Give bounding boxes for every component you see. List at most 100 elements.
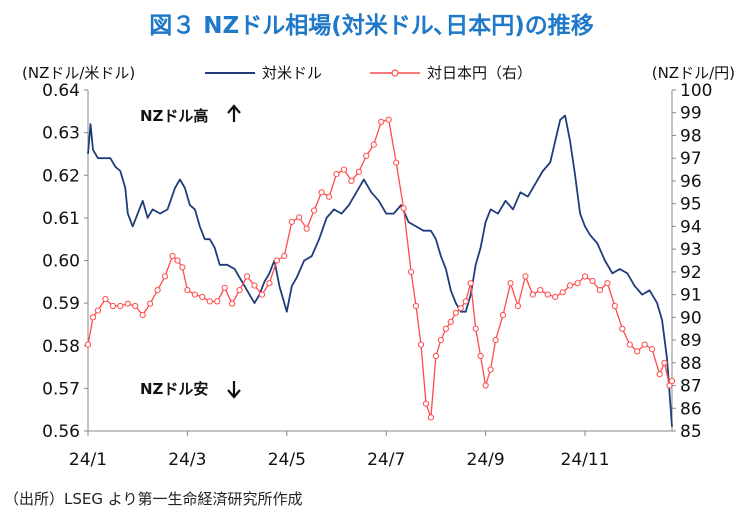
left-tick-label: 0.59 <box>42 294 80 314</box>
left-tick-label: 0.56 <box>42 422 80 442</box>
left-tick-label: 0.64 <box>42 81 80 101</box>
series-point-jpy <box>333 171 340 178</box>
series-point-jpy <box>303 225 310 232</box>
left-tick-label: 0.60 <box>42 252 80 272</box>
series-point-jpy <box>94 307 102 314</box>
right-tick-label: 91 <box>680 286 702 306</box>
page-title: 図３ NZドル相場(対米ドル､日本円)の推移 <box>149 13 594 39</box>
series-point-jpy <box>567 282 574 289</box>
series-point-jpy <box>668 377 676 385</box>
series-point-jpy <box>296 214 303 221</box>
series-point-jpy <box>400 205 407 212</box>
right-tick-label: 98 <box>680 126 702 146</box>
legend-marker-jpy <box>391 69 399 77</box>
left-axis-ticks: 0.56 0.57 0.58 0.59 0.60 0.61 0.62 0.63 0.64 <box>42 81 88 442</box>
left-axis-label: (NZドル/米ドル) <box>22 64 135 82</box>
series-point-jpy <box>581 273 589 280</box>
series-point-jpy <box>161 273 169 280</box>
series-point-jpy <box>537 287 544 294</box>
series-point-jpy <box>589 277 596 285</box>
series-point-jpy <box>619 325 626 332</box>
series-point-jpy <box>243 273 251 280</box>
legend-label-usd: 対米ドル <box>262 64 322 82</box>
left-tick-label: 0.57 <box>42 379 80 399</box>
series-point-jpy <box>529 291 536 298</box>
annotation-high: NZドル高 <box>140 104 241 125</box>
series-point-jpy <box>477 352 484 360</box>
source-note: （出所）LSEG より第一生命経済研究所作成 <box>4 490 303 508</box>
series-point-jpy <box>417 341 425 348</box>
series-point-jpy <box>442 325 449 332</box>
series-point-jpy <box>552 293 559 300</box>
series-point-jpy <box>385 116 392 123</box>
x-tick-label: 24/9 <box>467 450 505 470</box>
series-point-jpy <box>507 280 514 287</box>
series-point-jpy <box>89 314 97 321</box>
right-tick-label: 88 <box>680 354 702 374</box>
left-tick-label: 0.61 <box>42 209 80 229</box>
right-axis-label: (NZドル/円) <box>652 64 735 82</box>
series-point-jpy <box>273 257 280 264</box>
x-tick-label: 24/1 <box>69 450 107 470</box>
series-point-jpy <box>641 341 648 348</box>
series-point-jpy <box>109 302 117 310</box>
series-point-jpy <box>544 291 551 298</box>
series-point-jpy <box>393 159 400 166</box>
right-tick-label: 96 <box>680 172 702 192</box>
x-tick-label: 24/11 <box>561 450 610 470</box>
series-point-jpy <box>340 166 348 173</box>
series-point-jpy <box>363 152 370 159</box>
right-tick-label: 89 <box>680 331 702 351</box>
series-point-jpy <box>467 280 474 287</box>
arrow-down-icon <box>227 381 241 399</box>
series-point-jpy <box>355 168 362 175</box>
series-point-jpy <box>311 207 318 214</box>
series-point-jpy <box>348 177 355 184</box>
legend-label-jpy: 対日本円（右） <box>427 64 532 82</box>
series-point-jpy <box>487 366 494 373</box>
series-point-jpy <box>288 218 295 225</box>
series-point-jpy <box>199 293 206 300</box>
right-tick-label: 100 <box>680 81 712 101</box>
series-point-jpy <box>499 312 507 319</box>
series-point-jpy <box>427 414 434 421</box>
series-point-jpy <box>482 382 489 389</box>
left-tick-label: 0.58 <box>42 337 80 357</box>
series-point-jpy <box>229 300 236 307</box>
series-point-jpy <box>412 302 420 310</box>
series-point-jpy <box>437 337 444 344</box>
right-tick-label: 99 <box>680 104 702 124</box>
series-point-jpy <box>179 264 186 271</box>
series-point-jpy <box>214 298 221 305</box>
series-point-jpy <box>452 309 459 316</box>
series-point-jpy <box>611 302 618 310</box>
series-point-jpy <box>318 189 325 196</box>
series-layer <box>84 114 676 427</box>
right-tick-label: 87 <box>680 377 702 397</box>
arrow-up-icon <box>227 104 241 122</box>
series-point-jpy <box>117 302 124 310</box>
series-point-jpy <box>626 341 633 348</box>
x-axis-ticks: 24/1 24/3 24/5 24/7 24/9 24/11 <box>69 431 610 470</box>
x-tick-label: 24/7 <box>367 450 405 470</box>
left-tick-label: 0.63 <box>42 124 80 144</box>
series-point-jpy <box>251 282 258 289</box>
series-point-jpy <box>634 348 641 355</box>
series-point-jpy <box>422 400 430 407</box>
series-point-jpy <box>236 287 243 294</box>
series-point-jpy <box>139 312 146 319</box>
series-point-jpy <box>462 298 469 305</box>
series-point-jpy <box>559 289 566 296</box>
series-point-jpy <box>649 346 656 353</box>
right-tick-label: 90 <box>680 308 702 328</box>
series-point-jpy <box>514 302 522 310</box>
annotation-low-label: NZドル安 <box>140 380 208 398</box>
series-point-jpy <box>370 141 377 148</box>
series-point-jpy <box>447 318 454 325</box>
right-tick-label: 92 <box>680 263 702 283</box>
annotation-low: NZドル安 <box>140 380 241 399</box>
legend: 対米ドル 対日本円（右） <box>205 64 532 82</box>
series-point-jpy <box>661 359 668 366</box>
